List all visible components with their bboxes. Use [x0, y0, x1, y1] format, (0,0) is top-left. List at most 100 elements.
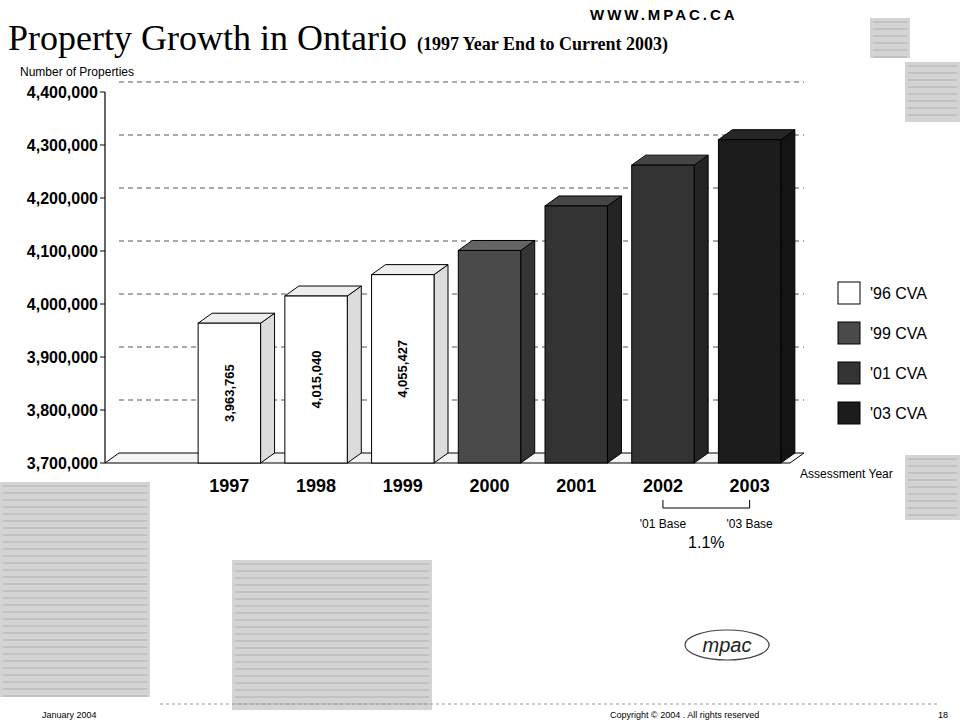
photo-texture: [873, 50, 907, 51]
x-axis-title: Assessment Year: [800, 467, 893, 481]
tick: [100, 92, 105, 93]
data-label: 4,015,040: [309, 351, 324, 409]
photo-texture: [3, 640, 147, 641]
x-tick-label: 2001: [556, 476, 596, 496]
photo-texture: [873, 43, 907, 44]
photo-texture: [235, 634, 429, 635]
photo-texture: [908, 66, 957, 67]
grid-line: [119, 135, 804, 136]
x-tick-label: 2003: [730, 476, 770, 496]
photo-texture: [3, 570, 147, 571]
y-tick-label: 4,400,000: [27, 84, 98, 101]
photo-texture: [235, 578, 429, 579]
bar-side: [347, 286, 361, 463]
legend-swatch: [838, 362, 860, 384]
photo-texture: [908, 101, 957, 102]
photo-texture: [3, 563, 147, 564]
bar-top: [458, 240, 534, 250]
bar: [545, 206, 607, 463]
legend: '96 CVA'99 CVA'01 CVA'03 CVA: [838, 282, 927, 424]
photo-texture: [3, 626, 147, 627]
y-tick-label: 3,700,000: [27, 455, 98, 472]
y-tick-label: 4,000,000: [27, 296, 98, 313]
annotation: '01 Base'03 Base1.1%: [640, 500, 773, 551]
photo-texture: [908, 466, 957, 467]
tick: [100, 251, 105, 252]
x-tick-label: 1998: [296, 476, 336, 496]
photo-texture: [235, 697, 429, 698]
photo-texture: [235, 669, 429, 670]
decorations: [0, 18, 960, 710]
data-label: 3,963,765: [222, 364, 237, 422]
legend-swatch: [838, 282, 860, 304]
y-tick-label: 3,800,000: [27, 402, 98, 419]
photo-texture: [873, 57, 907, 58]
photo-texture: [908, 80, 957, 81]
grid: 3,700,0003,800,0003,900,0004,000,0004,10…: [27, 82, 804, 472]
photo-texture: [235, 627, 429, 628]
photo-texture: [908, 494, 957, 495]
photo-texture: [3, 556, 147, 557]
photo-texture: [3, 591, 147, 592]
photo: [870, 18, 910, 58]
bar-top: [718, 130, 794, 140]
photo-texture: [235, 613, 429, 614]
photo-texture: [908, 508, 957, 509]
legend-swatch: [838, 402, 860, 424]
photo-texture: [908, 87, 957, 88]
photo-texture: [908, 487, 957, 488]
bar-top: [285, 286, 361, 296]
photo-texture: [235, 655, 429, 656]
tick: [100, 198, 105, 199]
annotation-text: 1.1%: [688, 534, 724, 551]
bar-side: [781, 130, 795, 463]
x-tick-label: 1997: [209, 476, 249, 496]
photo-texture: [908, 501, 957, 502]
bar-side: [607, 196, 621, 463]
bar: [285, 296, 347, 463]
y-tick-label: 4,200,000: [27, 190, 98, 207]
y-axis-title: Number of Properties: [20, 65, 134, 79]
bar-side: [261, 313, 275, 463]
photo-texture: [3, 605, 147, 606]
photo-texture: [235, 683, 429, 684]
bracket: [663, 500, 750, 508]
data-label: 4,055,427: [395, 340, 410, 398]
photo-texture: [908, 473, 957, 474]
logo: mpac: [703, 634, 752, 656]
photo-texture: [3, 521, 147, 522]
legend-swatch: [838, 322, 860, 344]
legend-label: '01 CVA: [870, 365, 927, 382]
photo-texture: [3, 661, 147, 662]
photo-texture: [235, 606, 429, 607]
footer-date: January 2004: [42, 710, 97, 720]
photo-texture: [3, 486, 147, 487]
photo-texture: [3, 584, 147, 585]
photo-texture: [3, 654, 147, 655]
photo-texture: [3, 535, 147, 536]
photo-texture: [3, 507, 147, 508]
photo-texture: [3, 493, 147, 494]
photo-texture: [3, 689, 147, 690]
bars: [198, 130, 795, 463]
x-tick-label: 2000: [469, 476, 509, 496]
x-tick-label: 1999: [383, 476, 423, 496]
photo-texture: [235, 585, 429, 586]
bar-top: [545, 196, 621, 206]
annotation-text: '01 Base: [640, 517, 687, 531]
photo-texture: [873, 22, 907, 23]
photo-texture: [908, 108, 957, 109]
photo-texture: [908, 515, 957, 516]
photo-texture: [3, 619, 147, 620]
data-labels: 3,963,765 4,015,040 4,055,427: [222, 340, 410, 422]
legend-label: '99 CVA: [870, 325, 927, 342]
bar: [718, 140, 780, 463]
photo-texture: [3, 549, 147, 550]
bar-side: [694, 155, 708, 463]
photo-texture: [235, 564, 429, 565]
bar: [198, 323, 260, 463]
photo-texture: [873, 36, 907, 37]
photo-texture: [235, 620, 429, 621]
photo-texture: [3, 542, 147, 543]
footer-copyright: Copyright © 2004 . All rights reserved: [610, 710, 759, 720]
